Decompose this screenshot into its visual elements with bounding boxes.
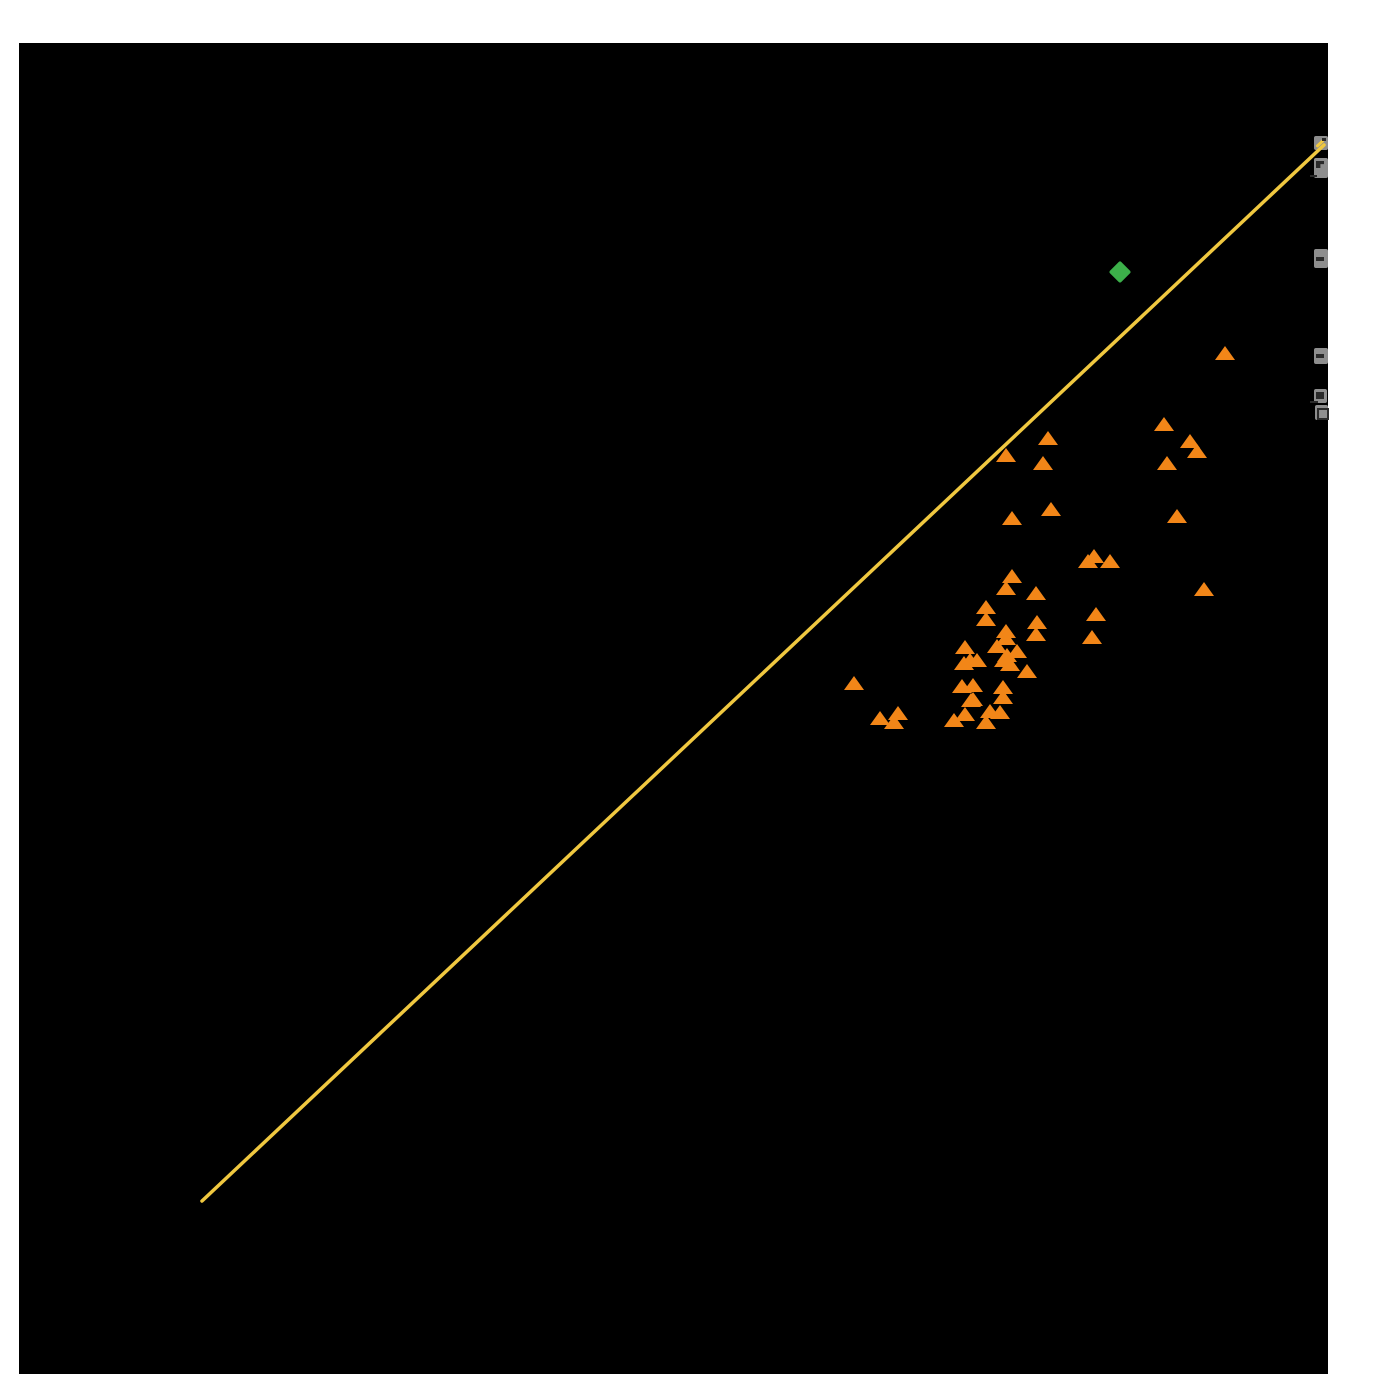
scatter-point-triangle: [967, 653, 987, 667]
scatter-point-triangle: [963, 678, 983, 692]
scatter-point-triangle: [976, 715, 996, 729]
scatter-point-triangle: [1002, 511, 1022, 525]
scatter-point-triangle: [1026, 627, 1046, 641]
scatter-point-triangle: [1082, 630, 1102, 644]
scatter-point-triangle: [1187, 444, 1207, 458]
scatter-point-triangle: [1033, 456, 1053, 470]
scatter-point-triangle: [961, 693, 981, 707]
scatter-point-triangle: [1167, 509, 1187, 523]
scatter-point-triangle: [1038, 431, 1058, 445]
scatter-point-triangle: [1215, 346, 1235, 360]
scatter-point-triangle: [976, 612, 996, 626]
scatter-point-triangle: [884, 715, 904, 729]
scatter-point-triangle: [1026, 586, 1046, 600]
scatter-point-triangle: [1007, 644, 1027, 658]
scatter-point-triangle: [1100, 554, 1120, 568]
scatter-point-triangle: [1157, 456, 1177, 470]
scatter-point-diamond: [1108, 260, 1132, 284]
scatter-point-triangle: [1017, 664, 1037, 678]
scatter-point-triangle: [955, 640, 975, 654]
scatter-point-triangle: [996, 581, 1016, 595]
line-tip-icon: [1322, 138, 1326, 141]
scatter-point-triangle: [993, 690, 1013, 704]
scatter-point-triangle: [1086, 607, 1106, 621]
scatter-point-triangle: [944, 713, 964, 727]
scatter-point-triangle: [996, 448, 1016, 462]
scatter-point-triangle: [1154, 417, 1174, 431]
scatter-point-triangle: [1194, 582, 1214, 596]
scatter-point-triangle: [844, 676, 864, 690]
scatter-point-triangle: [1041, 502, 1061, 516]
